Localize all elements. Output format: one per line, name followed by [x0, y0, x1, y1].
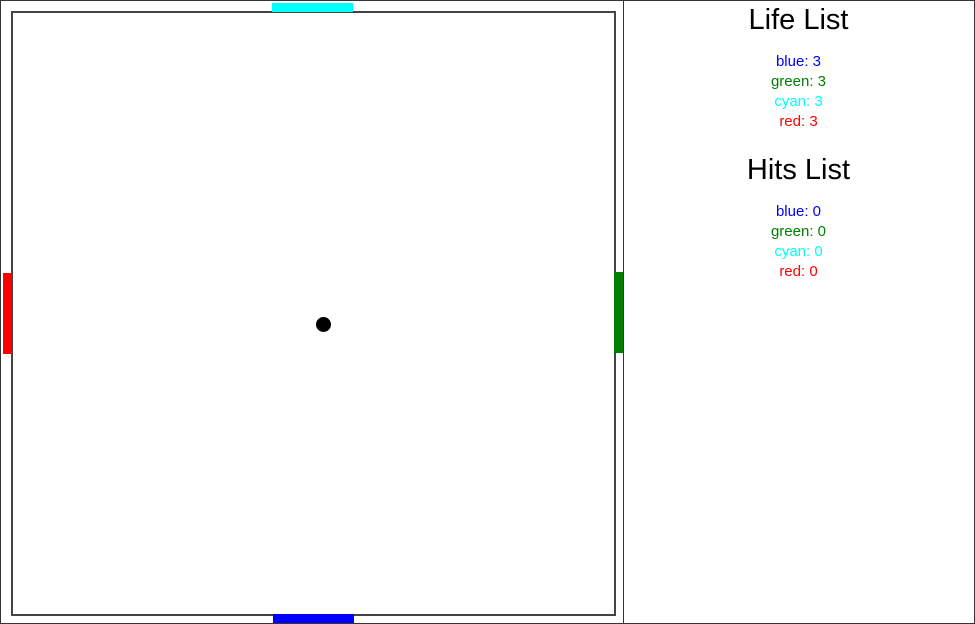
game-panel[interactable]	[0, 0, 624, 624]
hits-list-title: Hits List	[746, 154, 851, 186]
ball	[316, 317, 331, 332]
hits-list: blue: 0 green: 0 cyan: 0 red: 0	[623, 202, 974, 282]
life-list-title: Life List	[748, 4, 849, 36]
hits-entry-cyan: cyan: 0	[774, 243, 823, 260]
paddle-cyan[interactable]	[272, 3, 353, 12]
life-list: blue: 3 green: 3 cyan: 3 red: 3	[623, 52, 974, 132]
hits-entry-green: green: 0	[770, 223, 827, 240]
paddle-green[interactable]	[614, 272, 623, 353]
life-entry-red: red: 3	[779, 113, 818, 130]
scoreboard: Life List blue: 3 green: 3 cyan: 3 red: …	[623, 0, 975, 624]
paddle-red[interactable]	[3, 273, 12, 354]
life-entry-green: green: 3	[770, 73, 827, 90]
life-entry-blue: blue: 3	[775, 53, 822, 70]
paddle-blue[interactable]	[273, 614, 354, 623]
hits-entry-red: red: 0	[779, 263, 818, 280]
life-entry-cyan: cyan: 3	[774, 93, 823, 110]
hits-entry-blue: blue: 0	[775, 203, 822, 220]
game-arena	[11, 11, 616, 616]
